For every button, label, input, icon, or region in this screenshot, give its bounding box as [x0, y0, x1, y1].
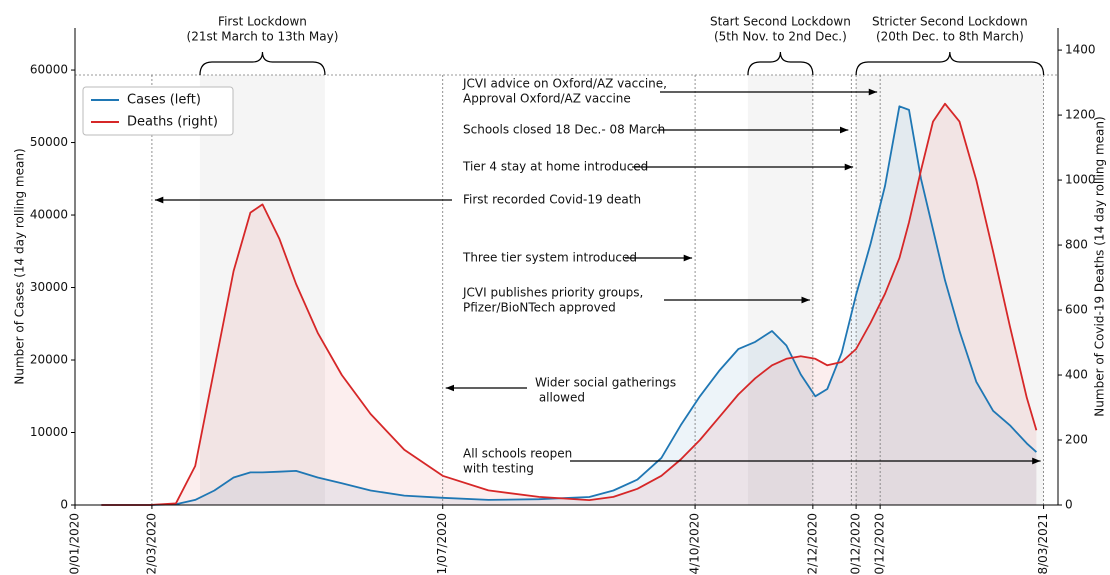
y-axis-label: Number of Cases (14 day rolling mean): [13, 148, 27, 384]
areas: [101, 103, 1037, 506]
event-label: Approval Oxford/AZ vaccine: [463, 92, 631, 106]
brace: [747, 51, 814, 76]
x-tick-label: 14/10/2020: [688, 513, 702, 575]
event-label: JCVI advice on Oxford/AZ vaccine,: [462, 77, 667, 91]
event-label: allowed: [535, 391, 585, 405]
axes: 0 10000 20000 30000 40000 50000 60000 0 200 400 60…: [13, 28, 1107, 575]
series-line: [101, 105, 1038, 506]
y-tick-label: 20000: [30, 353, 68, 367]
annotations: First Lockdown(21st March to 13th May) St…: [154, 15, 1045, 476]
event-label: JCVI publishes priority groups,: [462, 286, 643, 300]
event-label: with testing: [463, 462, 534, 476]
event-label: First recorded Covid-19 death: [463, 193, 641, 207]
event-label: Three tier system introduced: [462, 251, 637, 265]
x-tick-label: 30/12/2020: [873, 513, 887, 575]
span-label: (20th Dec. to 8th March): [876, 30, 1024, 44]
span-label: First Lockdown: [218, 15, 307, 29]
legend-label: Cases (left): [127, 93, 201, 108]
x-tick-label: 02/12/2020: [805, 513, 819, 575]
legend-frame: [82, 86, 234, 136]
series-line: [101, 102, 1038, 506]
brace: [199, 51, 326, 76]
y2-tick-label: 600: [1065, 303, 1088, 317]
span-label: Stricter Second Lockdown: [872, 15, 1028, 29]
brace: [855, 51, 1045, 76]
x-tick-label: 30/01/2020: [68, 513, 82, 575]
y2-tick-label: 800: [1065, 238, 1088, 252]
y2-tick-label: 1000: [1065, 173, 1096, 187]
y2-tick-label: 200: [1065, 433, 1088, 447]
lockdown-span: [747, 75, 813, 505]
x-tick-label: 01/07/2020: [435, 513, 449, 575]
legend-label: Deaths (right): [127, 115, 218, 130]
event-label: Pfizer/BioNTech approved: [463, 301, 616, 315]
y-tick-label: 50000: [30, 135, 68, 149]
y2-tick-label: 0: [1065, 498, 1073, 512]
y2-tick-label: 400: [1065, 368, 1088, 382]
event-label: All schools reopen: [463, 447, 572, 461]
x-tick-label: 02/03/2020: [144, 513, 158, 575]
y-tick-label: 60000: [30, 63, 68, 77]
x-tick-label: 08/03/2021: [1036, 513, 1050, 575]
event-label: Schools closed 18 Dec.- 08 March: [463, 123, 665, 137]
series-area: [101, 106, 1037, 506]
y-tick-label: 30000: [30, 280, 68, 294]
span-label: (21st March to 13th May): [187, 30, 339, 44]
y2-tick-label: 1400: [1065, 43, 1096, 57]
x-tick-label: 20/12/2020: [849, 513, 863, 575]
y2-tick-label: 1200: [1065, 108, 1096, 122]
y-tick-label: 0: [60, 498, 68, 512]
y-tick-label: 40000: [30, 208, 68, 222]
y2-axis-label: Number of Covid-19 Deaths (14 day rollin…: [1093, 116, 1107, 416]
lines: [101, 102, 1038, 506]
series-area: [101, 103, 1037, 505]
span-label: (5th Nov. to 2nd Dec.): [714, 30, 847, 44]
legend: Cases (left) Deaths (right): [82, 86, 234, 136]
event-label: Tier 4 stay at home introduced: [462, 160, 648, 174]
lockdown-span: [199, 75, 325, 505]
span-label: Start Second Lockdown: [710, 15, 851, 29]
y-tick-label: 10000: [30, 425, 68, 439]
event-label: Wider social gatherings: [535, 376, 676, 390]
